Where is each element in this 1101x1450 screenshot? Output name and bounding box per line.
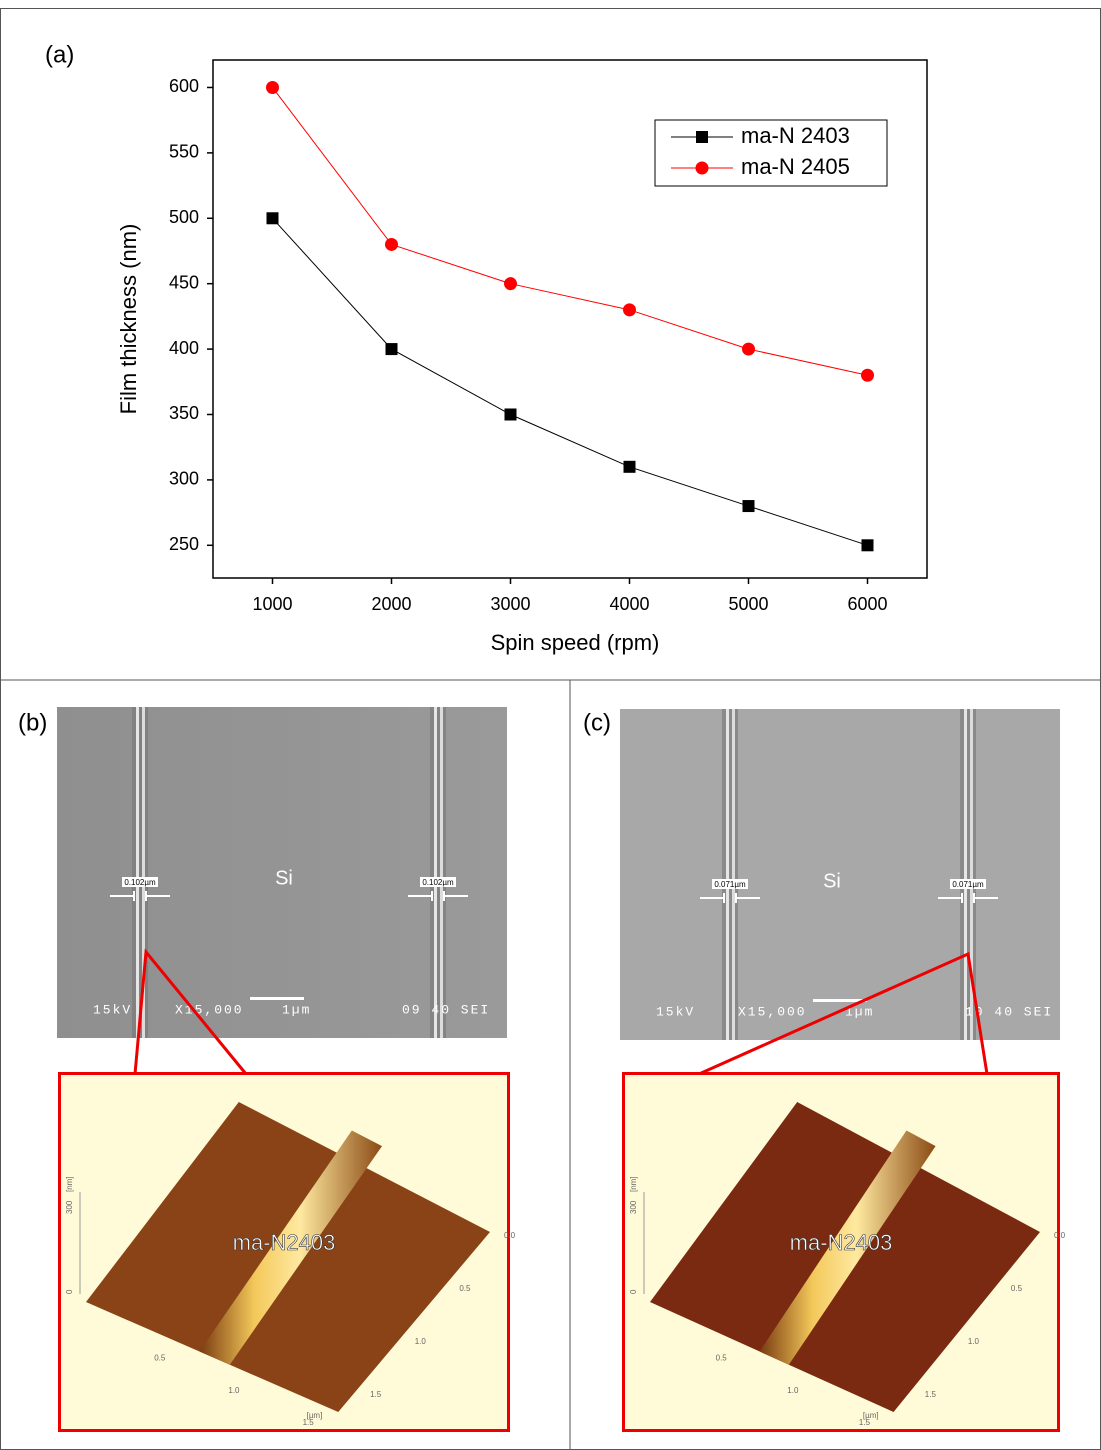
- panel-label: (a): [45, 41, 74, 68]
- panel-label: (c): [583, 709, 611, 736]
- afm-z-tick: 0: [629, 1289, 638, 1294]
- y-tick-label: 400: [169, 338, 199, 358]
- marker: [696, 131, 708, 143]
- sem-line: [964, 709, 967, 1040]
- afm-material: ma-N2403: [233, 1230, 336, 1255]
- scale-bar: [250, 997, 304, 1000]
- sem-info: 15kV: [656, 1004, 695, 1019]
- y-tick-label: 500: [169, 207, 199, 227]
- x-tick-label: 1000: [252, 594, 292, 614]
- sem-line: [440, 707, 443, 1038]
- afm-y-tick: 1.0: [415, 1337, 427, 1346]
- y-tick-label: 250: [169, 534, 199, 554]
- sem-info: X15,000: [738, 1004, 807, 1019]
- afm-z-tick: 0: [65, 1289, 74, 1294]
- sem-info: 15kV: [93, 1002, 132, 1017]
- afm-x-tick: 0.5: [716, 1353, 728, 1362]
- afm-z-unit: [nm]: [65, 1176, 74, 1192]
- width-label: 0.102µm: [124, 878, 156, 887]
- sem-line: [722, 709, 738, 1040]
- afm-xy-unit: [µm]: [307, 1411, 323, 1420]
- afm-y-tick: 1.5: [925, 1390, 937, 1399]
- afm-y-tick: 0.5: [1011, 1284, 1023, 1293]
- marker: [624, 461, 636, 473]
- figure: (a) Spin speed (rpm) Film thickness (nm)…: [0, 0, 1101, 1450]
- marker: [505, 408, 517, 420]
- marker: [696, 162, 709, 175]
- sem-line: [132, 707, 148, 1038]
- x-tick-label: 2000: [371, 594, 411, 614]
- afm-x-tick: 0.5: [154, 1353, 166, 1362]
- legend-label: ma-N 2405: [741, 154, 850, 179]
- marker: [623, 303, 636, 316]
- y-axis-label: Film thickness (nm): [116, 224, 141, 415]
- afm-y-tick: 0.5: [459, 1284, 471, 1293]
- afm-z-tick: 300: [629, 1200, 638, 1214]
- sem-line: [430, 707, 446, 1038]
- marker: [266, 81, 279, 94]
- region-label: Si: [823, 870, 841, 892]
- y-tick-label: 350: [169, 403, 199, 423]
- marker: [385, 238, 398, 251]
- marker: [267, 212, 279, 224]
- x-axis-label: Spin speed (rpm): [491, 630, 660, 655]
- marker: [862, 539, 874, 551]
- y-tick-label: 550: [169, 142, 199, 162]
- afm-x-tick: 1.0: [228, 1386, 240, 1395]
- afm-xy-unit: [µm]: [863, 1411, 879, 1420]
- width-label: 0.102µm: [422, 878, 454, 887]
- panel-label: (b): [18, 709, 47, 736]
- x-tick-label: 6000: [847, 594, 887, 614]
- afm-z-tick: 300: [65, 1200, 74, 1214]
- legend-label: ma-N 2403: [741, 123, 850, 148]
- y-tick-label: 600: [169, 76, 199, 96]
- x-tick-label: 3000: [490, 594, 530, 614]
- marker: [386, 343, 398, 355]
- afm-y-tick: 0.0: [504, 1231, 516, 1240]
- sem-line: [732, 709, 735, 1040]
- afm-material: ma-N2403: [790, 1230, 893, 1255]
- sem-line: [726, 709, 729, 1040]
- afm-z-unit: [nm]: [629, 1176, 638, 1192]
- x-tick-label: 4000: [609, 594, 649, 614]
- sem-line: [434, 707, 437, 1038]
- sem-info: 1µm: [282, 1002, 311, 1017]
- marker: [742, 343, 755, 356]
- series-line: [273, 218, 868, 545]
- x-tick-label: 5000: [728, 594, 768, 614]
- width-label: 0.071µm: [714, 880, 746, 889]
- afm-y-tick: 0.0: [1054, 1231, 1066, 1240]
- marker: [504, 277, 517, 290]
- sem-info: X15,000: [175, 1002, 244, 1017]
- y-tick-label: 450: [169, 272, 199, 292]
- sem-line: [136, 707, 139, 1038]
- y-tick-label: 300: [169, 469, 199, 489]
- width-label: 0.071µm: [952, 880, 984, 889]
- marker: [743, 500, 755, 512]
- afm-y-tick: 1.0: [968, 1337, 980, 1346]
- marker: [861, 369, 874, 382]
- region-label: Si: [275, 867, 293, 889]
- afm-x-tick: 1.0: [787, 1386, 799, 1395]
- sem-info: 09 40 SEI: [402, 1002, 490, 1017]
- afm-y-tick: 1.5: [370, 1390, 382, 1399]
